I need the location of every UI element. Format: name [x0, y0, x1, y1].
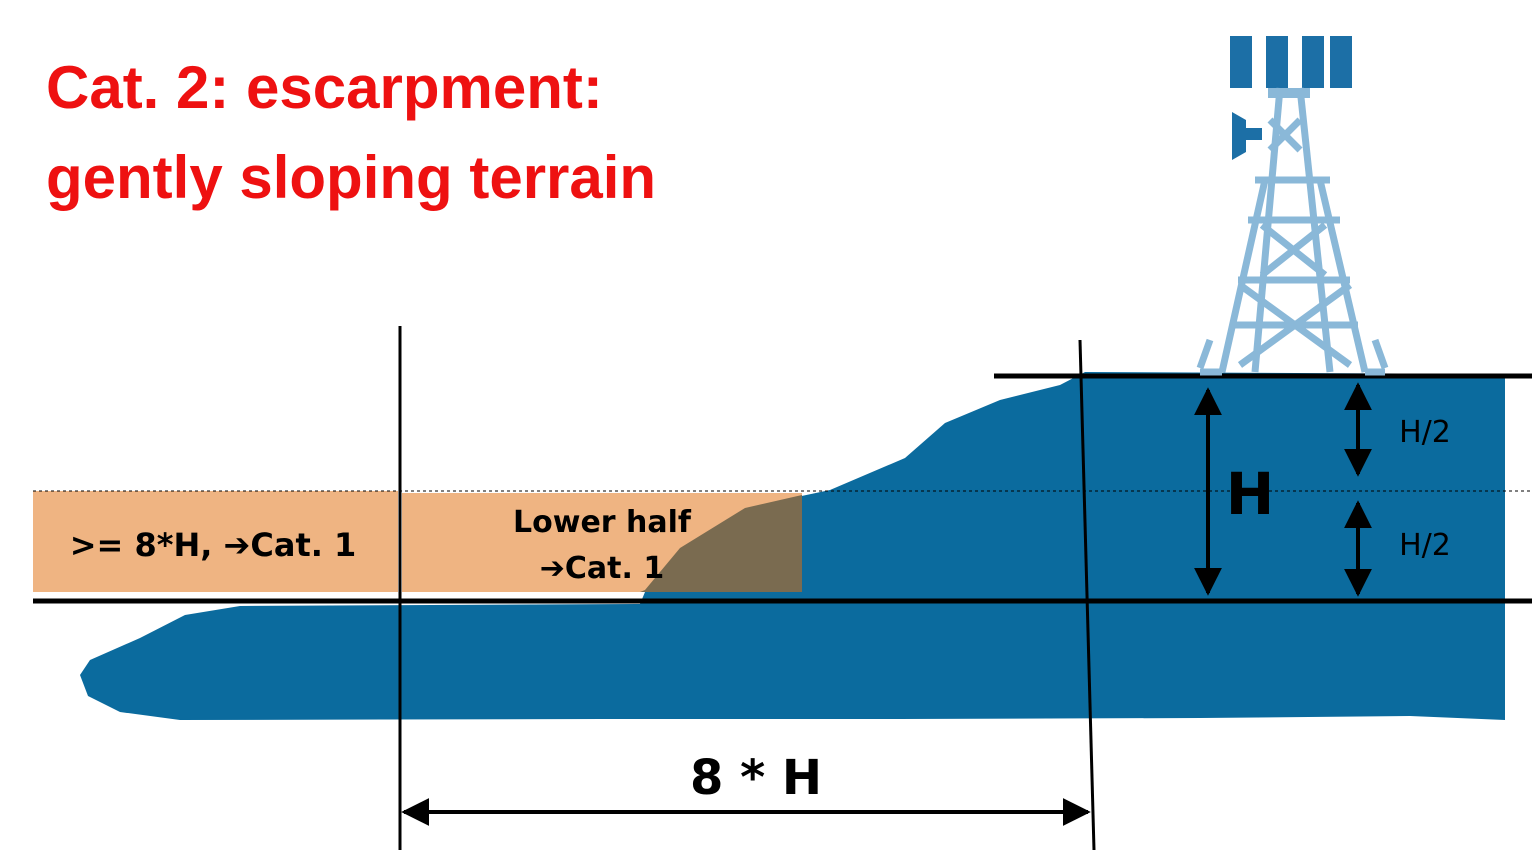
- telecom-tower-icon: [1196, 36, 1389, 376]
- height-label: H: [1226, 460, 1275, 528]
- right-vertical-line: [1078, 339, 1096, 851]
- far-zone-label: >= 8*H, ➔Cat. 1: [70, 526, 357, 564]
- distance-label: 8 * H: [690, 750, 822, 806]
- title-line-2: gently sloping terrain: [46, 144, 656, 211]
- lower-half-dimension-label: H/2: [1399, 528, 1451, 563]
- far-zone-box: [33, 491, 398, 592]
- title-line-1: Cat. 2: escarpment:: [46, 54, 603, 121]
- lower-half-label-line-1: Lower half: [513, 505, 692, 540]
- upper-half-label: H/2: [1399, 415, 1451, 450]
- overlap-region: [640, 495, 802, 592]
- lower-half-label-line-2: ➔Cat. 1: [540, 551, 664, 586]
